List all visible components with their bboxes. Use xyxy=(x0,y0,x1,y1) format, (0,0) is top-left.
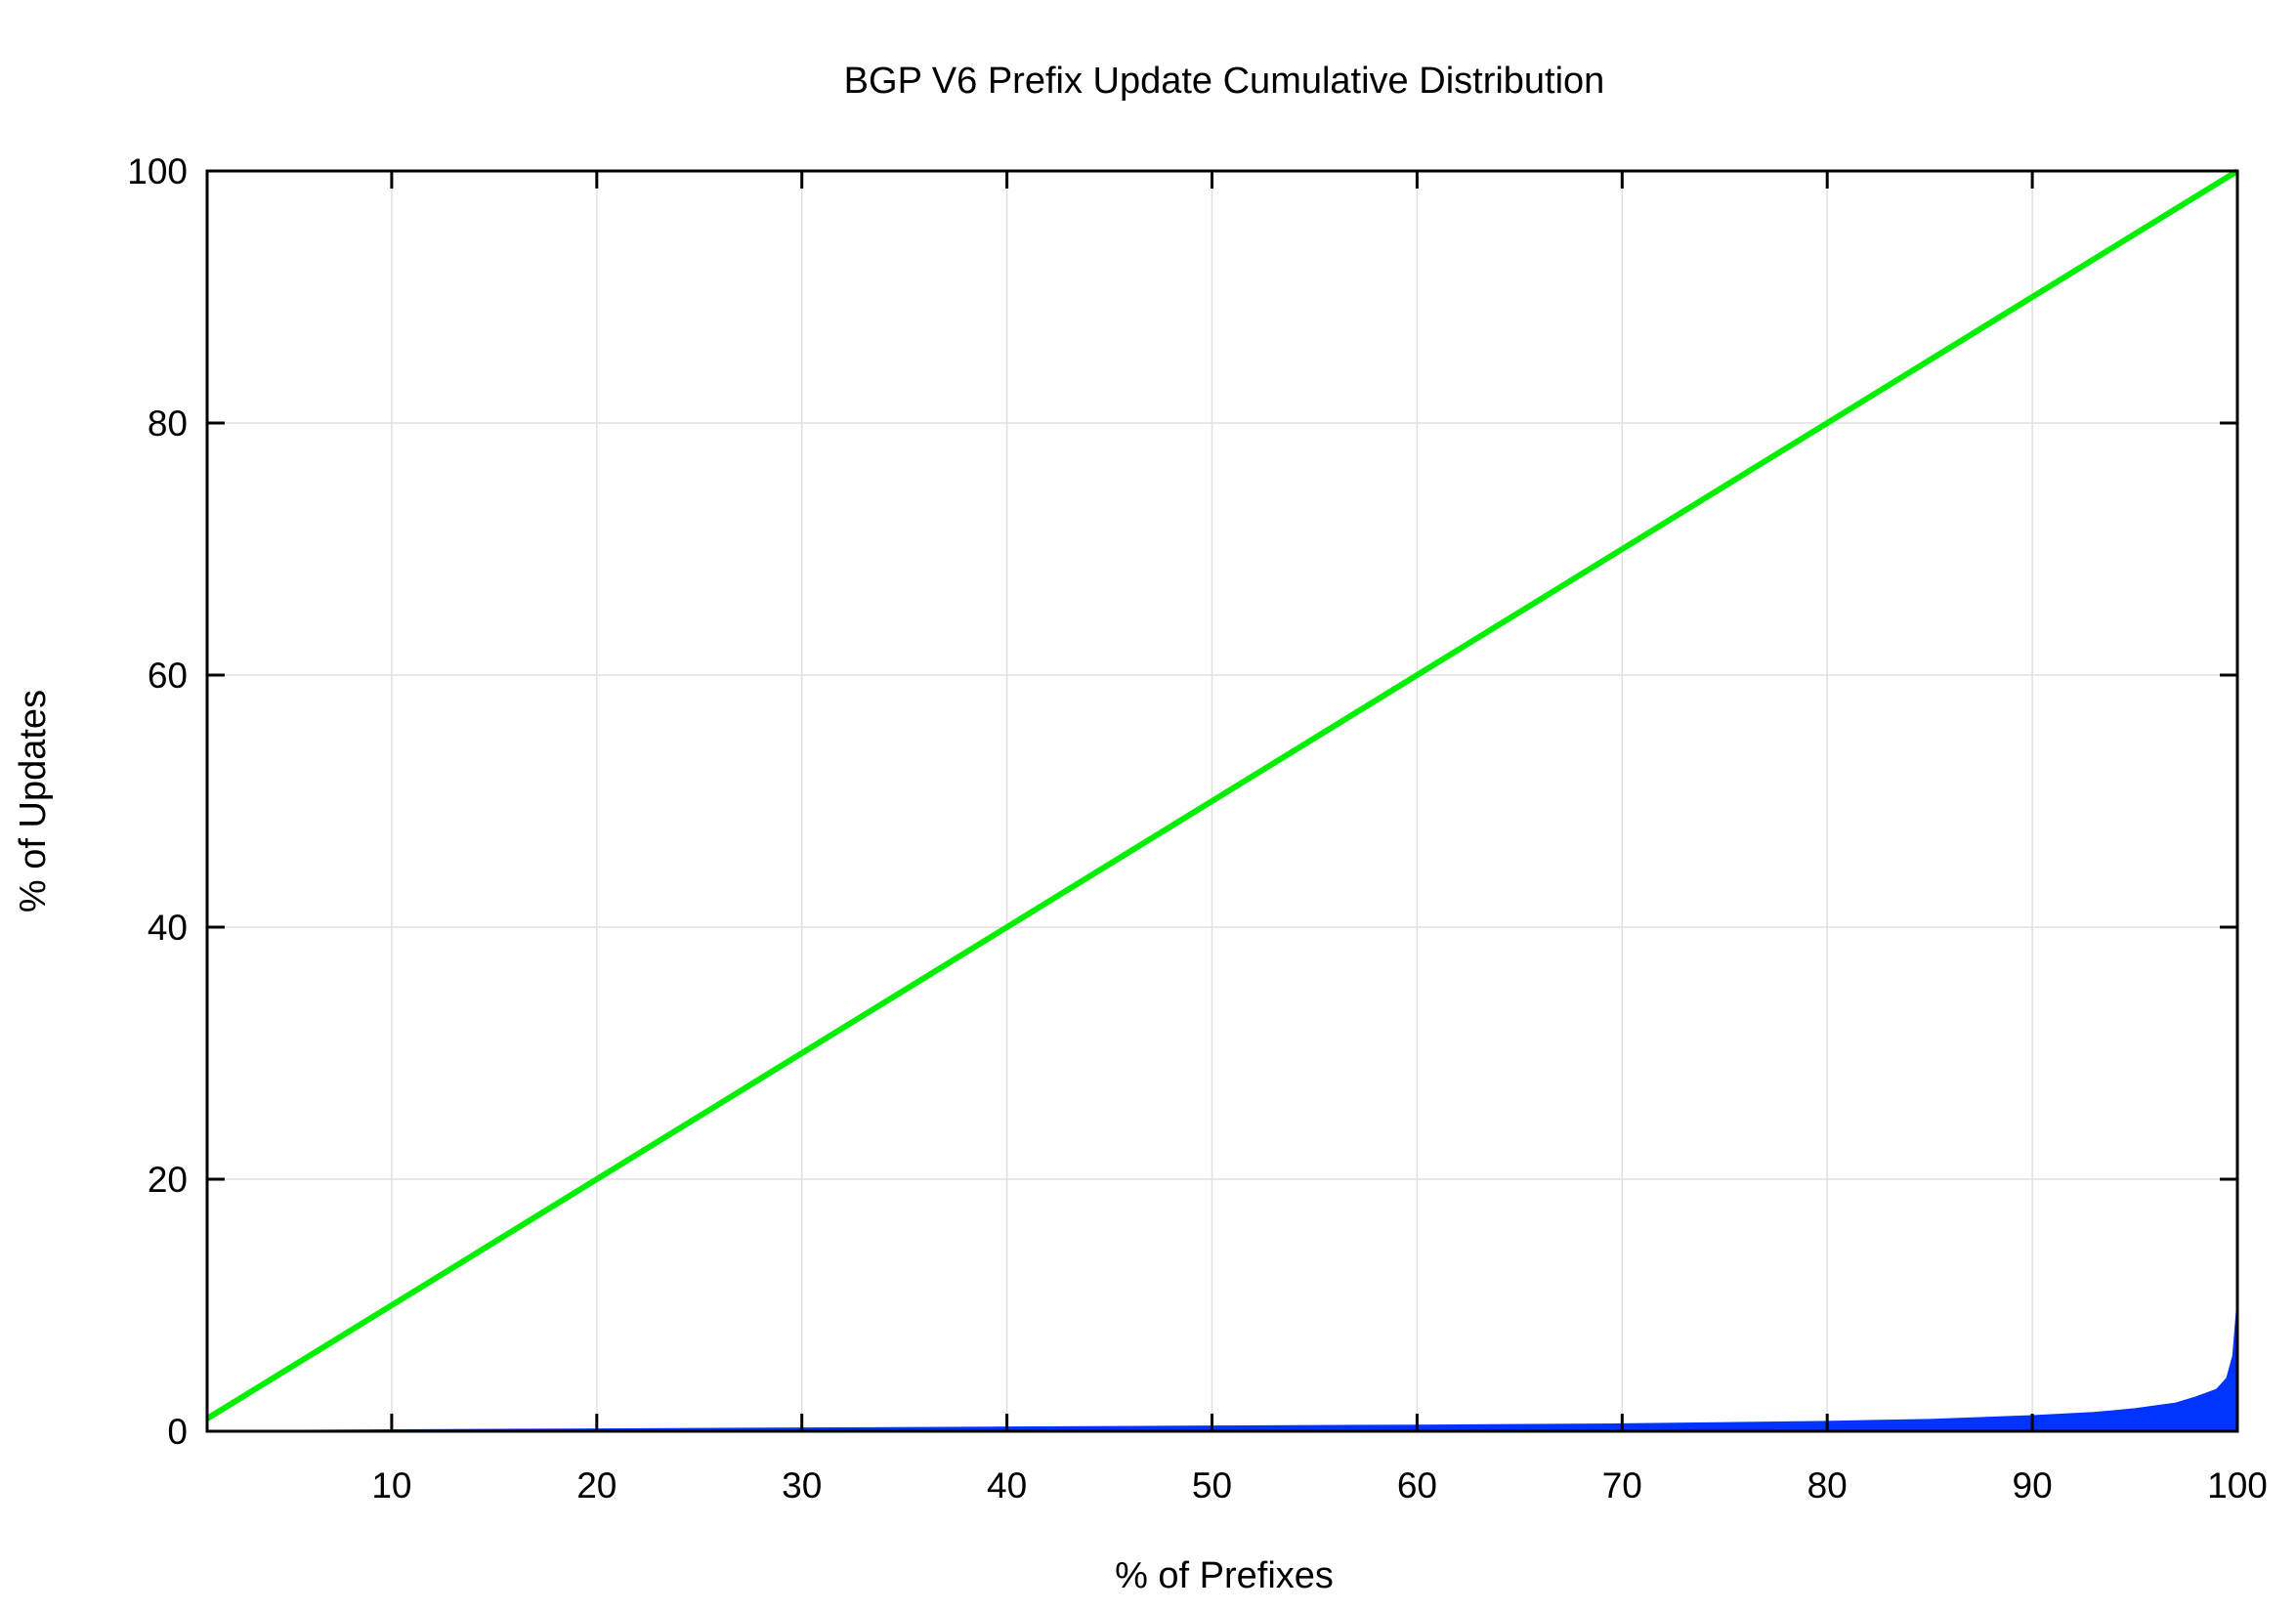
x-tick-label: 80 xyxy=(1807,1465,1848,1506)
x-tick-label: 90 xyxy=(2013,1465,2053,1506)
y-tick-label: 0 xyxy=(167,1412,188,1452)
y-tick-label: 60 xyxy=(148,656,188,696)
x-tick-label: 10 xyxy=(371,1465,411,1506)
y-tick-label: 40 xyxy=(148,908,188,948)
y-tick-label: 20 xyxy=(148,1160,188,1200)
y-tick-label: 80 xyxy=(148,403,188,444)
plot-frame xyxy=(205,169,2239,1433)
axis-ticks: 10 20 30 40 50 60 70 80 90 100 0 20 40 60 80 100 xyxy=(127,151,2268,1506)
distribution-area xyxy=(206,1304,2238,1432)
x-tick-label: 50 xyxy=(1192,1465,1232,1506)
x-axis-label: % of Prefixes xyxy=(1115,1555,1334,1596)
chart-title: BGP V6 Prefix Update Cumulative Distribu… xyxy=(844,61,1605,102)
series-layer xyxy=(205,168,2239,1432)
y-tick-label: 100 xyxy=(127,151,188,191)
x-tick-label: 20 xyxy=(576,1465,617,1506)
reference-line xyxy=(205,168,2239,1421)
x-tick-label: 100 xyxy=(2207,1465,2268,1506)
x-tick-label: 70 xyxy=(1602,1465,1642,1506)
y-axis-label: % of Updates xyxy=(13,690,54,912)
x-tick-label: 60 xyxy=(1397,1465,1437,1506)
x-tick-label: 30 xyxy=(782,1465,822,1506)
x-tick-label: 40 xyxy=(987,1465,1027,1506)
